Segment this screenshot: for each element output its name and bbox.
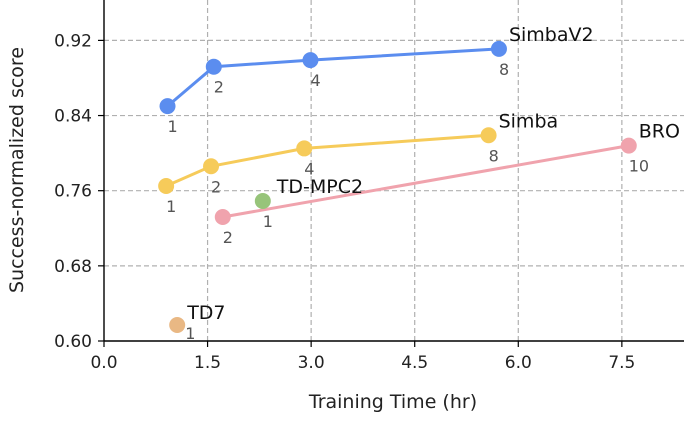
y-tick-label: 0.92 — [54, 31, 92, 51]
series-name-label: TD7 — [186, 302, 225, 324]
axes: 0.0 1.5 3.0 4.5 6.0 7.5 0.60 0.68 0.76 0.84 0.92 — [54, 0, 684, 373]
y-tick-label: 0.68 — [54, 257, 92, 277]
y-axis-label: Success-normalized score — [6, 47, 28, 293]
data-point — [302, 52, 319, 69]
series-name-label: Simba — [499, 110, 559, 132]
y-tick-label: 0.76 — [54, 182, 92, 202]
data-point — [620, 137, 637, 154]
data-point — [158, 178, 175, 194]
data-point — [214, 209, 231, 225]
point-label: 1 — [185, 324, 195, 343]
data-point — [254, 193, 271, 210]
x-axis-label: Training Time (hr) — [308, 391, 477, 413]
x-tick-label: 0.0 — [90, 353, 117, 373]
series-td-mpc2: 1TD-MPC2 — [254, 176, 363, 231]
point-label: 1 — [168, 117, 178, 136]
series-bro: 2 10 BRO — [214, 121, 680, 247]
x-tick-label: 7.5 — [608, 353, 635, 373]
point-label: 10 — [629, 157, 649, 176]
y-tick-label: 0.60 — [54, 332, 92, 352]
data-point — [490, 40, 507, 57]
point-label: 2 — [223, 228, 233, 247]
point-label: 4 — [310, 71, 320, 90]
x-tick-label: 4.5 — [401, 353, 428, 373]
x-tick-label: 1.5 — [194, 353, 221, 373]
series-name-label: SimbaV2 — [509, 24, 594, 46]
series-line — [222, 144, 630, 219]
point-label: 1 — [263, 212, 273, 231]
series-line — [165, 133, 489, 188]
series-line — [166, 47, 500, 108]
data-point — [203, 158, 220, 175]
data-point — [169, 317, 186, 334]
point-label: 8 — [489, 146, 499, 165]
data-point — [159, 98, 176, 115]
point-label: 2 — [211, 177, 221, 196]
point-label: 4 — [304, 159, 314, 178]
data-point — [205, 58, 222, 75]
data-point — [480, 127, 497, 144]
series-name-label: BRO — [639, 121, 680, 143]
point-label: 2 — [214, 78, 224, 97]
y-tick-label: 0.84 — [54, 107, 92, 127]
point-label: 8 — [499, 60, 509, 79]
x-tick-label: 3.0 — [298, 353, 325, 373]
series-name-label: TD-MPC2 — [276, 176, 363, 198]
x-tick-label: 6.0 — [505, 353, 532, 373]
data-point — [296, 140, 313, 157]
grid — [104, 0, 684, 341]
point-label: 1 — [166, 197, 176, 216]
